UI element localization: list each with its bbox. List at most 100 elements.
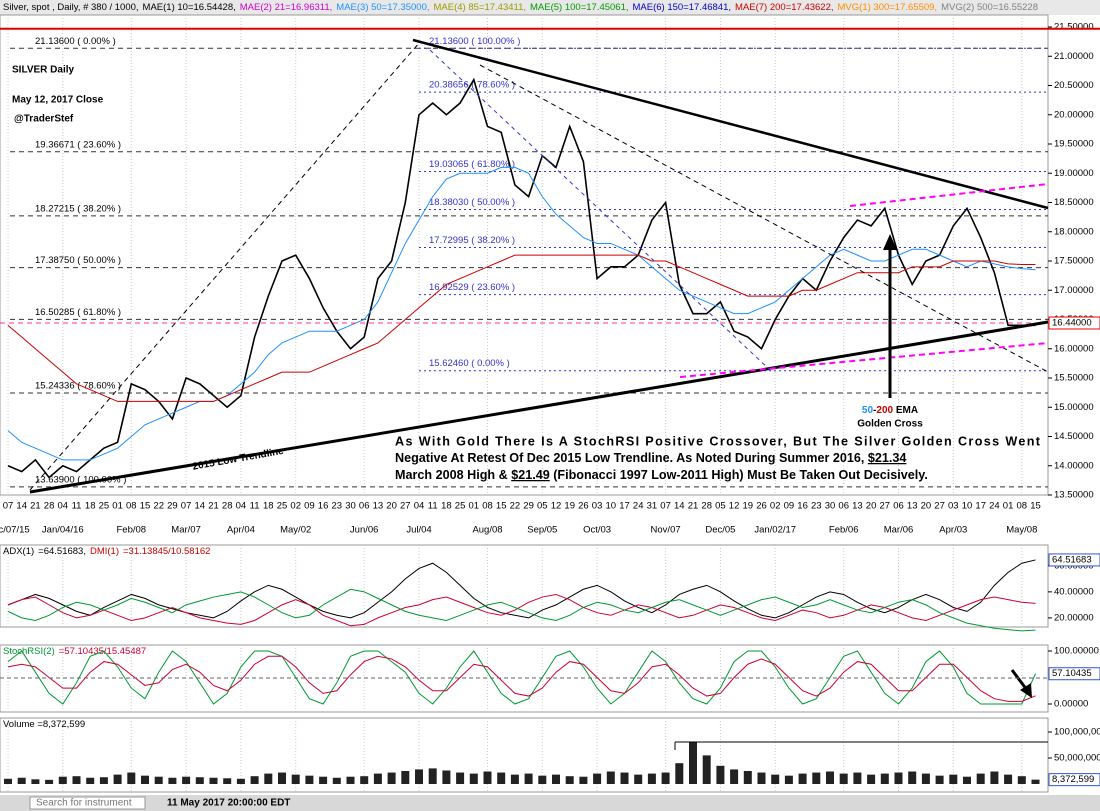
note-text: March 2008 High & bbox=[395, 468, 511, 482]
x-tick-label: 08 bbox=[1017, 501, 1028, 512]
volume-bar bbox=[127, 772, 136, 784]
note-line: March 2008 High & $21.49 (Fibonacci 1997… bbox=[395, 468, 928, 482]
volume-bar bbox=[497, 772, 506, 784]
volume-bar bbox=[373, 773, 382, 784]
volume-bar bbox=[4, 778, 12, 784]
x-tick-label: 12 bbox=[729, 501, 740, 512]
x-tick-label: 10 bbox=[606, 501, 617, 512]
series-line bbox=[7, 559, 1036, 619]
volume-bar bbox=[908, 771, 917, 784]
volume-bar bbox=[757, 772, 766, 784]
volume-bar bbox=[236, 778, 245, 784]
volume-bar bbox=[168, 777, 177, 784]
fib-label: 17.38750 ( 50.00% ) bbox=[35, 255, 121, 266]
x-tick-label: 16 bbox=[797, 501, 808, 512]
volume-bar bbox=[826, 771, 834, 784]
period-label: Mar/07 bbox=[171, 525, 201, 536]
y-tick-label: 17.00000 bbox=[1054, 285, 1094, 296]
period-label: Feb/06 bbox=[829, 525, 859, 536]
volume-bar bbox=[1004, 774, 1013, 784]
volume-bar bbox=[784, 775, 793, 784]
fib-label: 21.13600 ( 100.00% ) bbox=[429, 36, 520, 47]
volume-bar bbox=[346, 776, 355, 784]
y-tick-label: 20.50000 bbox=[1054, 80, 1094, 91]
y-tick-label: 100,000,000 bbox=[1054, 727, 1100, 738]
volume-bar bbox=[990, 771, 999, 784]
volume-bar bbox=[332, 777, 341, 784]
x-tick-label: 09 bbox=[784, 501, 795, 512]
price-tag-label: 57.10435 bbox=[1052, 668, 1092, 679]
status-bar bbox=[0, 795, 1100, 811]
low-trendline bbox=[29, 320, 1049, 494]
fib-label: 17.72995 ( 38.20% ) bbox=[429, 235, 515, 246]
volume-bar bbox=[415, 769, 423, 784]
search-placeholder[interactable]: Search for instrument bbox=[36, 798, 132, 809]
period-label: Jul/04 bbox=[406, 525, 431, 536]
dash: - bbox=[873, 405, 876, 416]
period-label: Feb/08 bbox=[117, 525, 147, 536]
volume-bar bbox=[99, 777, 108, 784]
header-item: MAE(4) 85=17.43411, bbox=[434, 2, 527, 13]
high-trendline bbox=[412, 38, 1049, 210]
search-box[interactable] bbox=[29, 796, 146, 810]
price-tag-label: 16.44000 bbox=[1052, 318, 1092, 329]
y-tick-label: 19.50000 bbox=[1054, 139, 1094, 150]
x-tick-label: 08 bbox=[126, 501, 137, 512]
x-tick-label: 22 bbox=[153, 501, 164, 512]
volume-bar bbox=[839, 773, 848, 784]
x-tick-label: 15 bbox=[496, 501, 507, 512]
volume-bar bbox=[730, 769, 739, 784]
fib-label: 16.92529 ( 23.60% ) bbox=[429, 282, 515, 293]
volume-bar bbox=[456, 772, 465, 784]
volume-bar bbox=[428, 768, 437, 784]
period-label: Jan/02/17 bbox=[754, 525, 796, 536]
header-item: MAE(5) 100=17.45061, bbox=[530, 2, 629, 13]
volume-bar bbox=[675, 763, 684, 784]
price-tag bbox=[1048, 667, 1100, 681]
volume-bar bbox=[209, 777, 218, 784]
note-text: Negative At Retest Of Dec 2015 Low Trend… bbox=[395, 451, 868, 465]
x-tick-label: 14 bbox=[195, 501, 206, 512]
period-label: Jan/04/16 bbox=[42, 525, 84, 536]
cross-event: Golden Cross bbox=[857, 419, 923, 430]
series-line bbox=[7, 655, 1036, 702]
header-item: MAE(6) 150=17.46841, bbox=[633, 2, 732, 13]
volume-bar bbox=[72, 776, 81, 784]
volume-bar bbox=[223, 778, 232, 784]
period-label: Dec/05 bbox=[705, 525, 735, 536]
x-tick-label: 20 bbox=[386, 501, 397, 512]
volume-bar bbox=[264, 773, 273, 784]
volume-bar bbox=[1017, 776, 1026, 784]
x-tick-label: 02 bbox=[770, 501, 781, 512]
x-tick-label: 11 bbox=[72, 501, 82, 512]
volume-bar bbox=[182, 776, 191, 784]
price-tag bbox=[1048, 773, 1100, 787]
x-tick-label: 25 bbox=[99, 501, 110, 512]
volume-bar bbox=[319, 776, 328, 784]
header-item: MAE(7) 200=17.43622, bbox=[735, 2, 834, 13]
volume-bar bbox=[661, 772, 670, 784]
x-tick-label: 28 bbox=[701, 501, 712, 512]
volume-bar bbox=[702, 755, 711, 784]
fib-label: 13.63900 ( 100.00% ) bbox=[35, 474, 126, 485]
x-tick-label: 25 bbox=[277, 501, 288, 512]
x-tick-label: 13 bbox=[907, 501, 918, 512]
note-text: (Fibonacci 1997 Low-2011 High) Must Be T… bbox=[550, 468, 928, 482]
x-tick-label: 07 bbox=[181, 501, 192, 512]
x-tick-label: 23 bbox=[332, 501, 343, 512]
y-tick-label: 15.50000 bbox=[1054, 373, 1094, 384]
y-tick-label: 19.00000 bbox=[1054, 168, 1094, 179]
y-tick-label: 15.00000 bbox=[1054, 402, 1094, 413]
y-tick-label: 0.00000 bbox=[1054, 699, 1088, 710]
x-tick-label: 27 bbox=[880, 501, 891, 512]
price-tag-label: 8,372,599 bbox=[1052, 774, 1094, 785]
period-label: Dec/07/15 bbox=[0, 525, 30, 536]
x-tick-label: 25 bbox=[455, 501, 466, 512]
volume-bar bbox=[195, 777, 204, 784]
x-tick-label: 16 bbox=[318, 501, 329, 512]
panel-header: Silver, spot , Daily, # 380 / 1000, MAE(1… bbox=[3, 2, 1038, 13]
fib-label: 15.62460 ( 0.00% ) bbox=[429, 358, 510, 369]
volume-bar bbox=[31, 779, 40, 784]
x-tick-label: 14 bbox=[674, 501, 685, 512]
y-tick-label: 20.00000 bbox=[1054, 109, 1094, 120]
